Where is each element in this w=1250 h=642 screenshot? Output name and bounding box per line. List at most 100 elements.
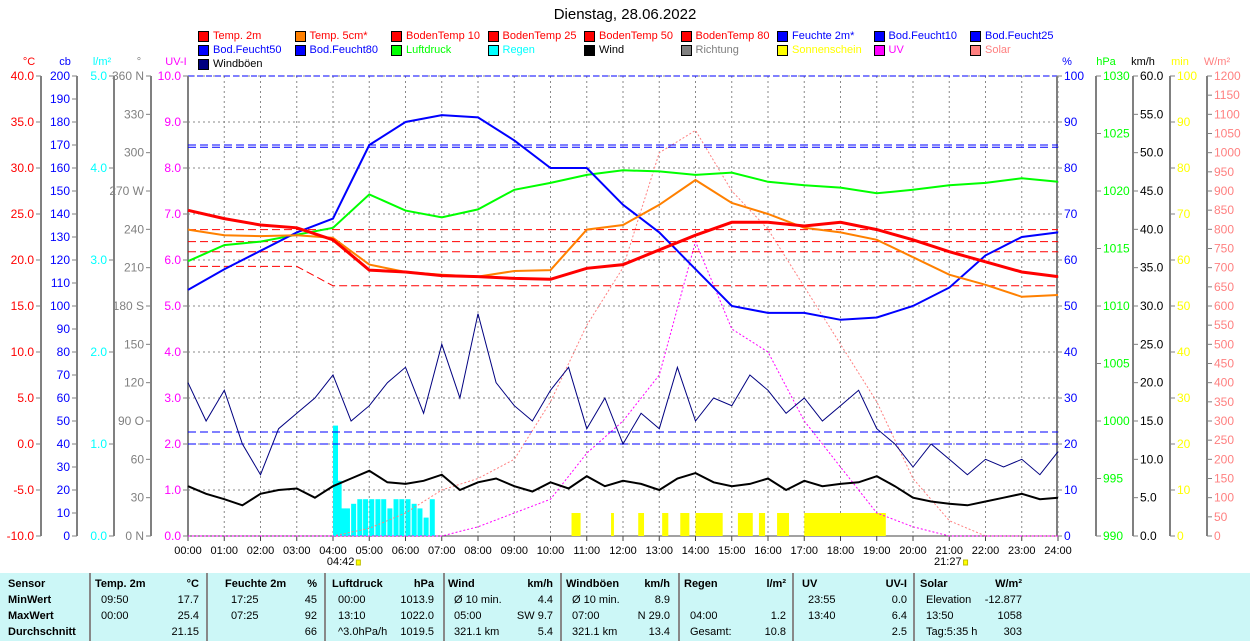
rain-bar [381,499,387,536]
stats-row: 321.1 km 5.4 [448,626,553,642]
stats-row: 17:25 45 [225,594,317,610]
column-divider [324,573,326,641]
axis-tick-label: 40.0 [1140,222,1164,236]
legend-label: BodenTemp 25 [502,30,577,42]
stats-value: 6.4 [891,610,907,622]
x-tick-label: 22:00 [972,545,1000,557]
stats-label: 13:40 [808,610,836,622]
x-tick-label: 21:00 [935,545,963,557]
axis-tick-label: 995 [1103,472,1123,486]
stats-value: SW 9.7 [516,610,553,622]
stats-value: -12.877 [984,594,1022,606]
stats-label: Ø 10 min. [572,594,620,606]
axis-tick-label: 500 [1214,337,1234,351]
sunrise-label: 04:42 [327,556,355,568]
column-unit: km/h [527,578,553,590]
column-divider [678,573,680,641]
legend-label: UV [888,44,904,56]
stats-column: Solar W/m² Elevation -12.877 13:50 1058 Tag:5:… [920,578,1022,642]
legend-label: Solar [985,44,1011,56]
axis-tick-label: 140 [50,207,70,221]
legend-label: Bod.Feucht25 [985,30,1054,42]
legend-label: Bod.Feucht80 [309,44,379,56]
axis-tick-label: 25.0 [11,207,35,221]
axis-tick-label: 50 [57,414,71,428]
axis-tick-label: 250 [1214,433,1234,447]
axis-tick-label: 750 [1214,242,1234,256]
legend-item: Feuchte 2m* [777,30,854,42]
axis-unit-dir: ° [137,56,141,68]
series-temp-5cm- [187,178,1059,298]
column-divider [913,573,915,641]
legend-swatch [680,30,692,42]
legend-label: BodenTemp 10 [406,30,480,42]
stats-row: ^3.0hPa/h 1019.5 [332,626,434,642]
axis-tick-label: 0 [1064,529,1071,543]
stats-row: Tag:5:35 h 303 [920,626,1022,642]
stats-label: 00:00 [338,594,366,606]
axis-tick-label: 10 [1177,483,1191,497]
legend-swatch [873,30,885,42]
column-unit: hPa [413,578,434,590]
legend-label: Feuchte 2m* [792,30,855,42]
stats-row: 13:40 6.4 [802,610,907,626]
rain-bar [357,499,363,536]
legend-label: Windböen [213,58,263,70]
axis-unit-temp: °C [23,56,35,68]
axis-tick-label: 170 [50,138,70,152]
axis-tick-label: 15.0 [11,299,35,313]
axis-tick-label: 10.0 [11,345,35,359]
column-title: Feuchte 2m [225,578,287,590]
legend-swatch [584,44,595,56]
stats-label: 321.1 km [572,626,618,638]
legend-label: Wind [599,44,625,56]
axis-unit-solar: W/m² [1204,56,1231,68]
legend-swatch [294,30,306,42]
x-tick-label: 10:00 [537,545,565,557]
axis-tick-label: 5.0 [90,69,107,83]
stats-value: 2.5 [891,626,907,638]
stats-header: Temp. 2m °C [95,578,199,594]
axis-tick-label: 990 [1103,529,1123,543]
axis-tick-label: 40 [1177,345,1191,359]
sunshine-bar [680,513,690,536]
stats-value: 17.7 [177,594,199,606]
series-uv [188,240,1058,537]
axis-tick-label: 110 [51,276,70,290]
legend-swatch [970,30,981,42]
x-tick-label: 23:00 [1008,545,1036,557]
stats-value: 1019.5 [400,626,434,638]
stats-label: 07:25 [231,610,259,622]
legend-swatch [391,30,402,42]
stats-value: 13.4 [648,626,670,638]
legend-item: BodenTemp 10 [391,30,480,42]
axis-tick-label: 1005 [1103,357,1130,371]
series-feuchte-2m- [187,114,1059,321]
axis-tick-label: 90 [57,322,71,336]
axis-tick-label: 0 N [125,529,144,543]
stats-label: Gesamt: [690,626,732,638]
legend-label: Bod.Feucht10 [888,30,958,42]
x-tick-label: 15:00 [718,545,746,557]
axis-tick-label: 650 [1214,280,1234,294]
rain-bar [340,508,346,536]
stats-value: 21.15 [171,626,199,638]
axis-tick-label: 30 [1177,391,1191,405]
row-label: MinWert [8,594,52,606]
axis-tick-label: 35.0 [11,115,35,129]
x-tick-label: 20:00 [899,545,927,557]
stats-row: 23:55 0.0 [802,594,907,610]
series-luftdruck [187,169,1059,263]
column-unit: % [307,578,317,590]
axis-tick-label: 300 [124,146,144,160]
axis-tick-label: 160 [50,161,70,175]
axis-tick-label: 30.0 [1140,299,1164,313]
column-divider [560,573,562,641]
axis-tick-label: 350 [1214,395,1234,409]
axis-tick-label: 1.0 [164,483,181,497]
stats-value: 1058 [997,610,1022,622]
rain-bar [399,499,405,536]
legend-swatch [198,30,209,42]
x-tick-label: 11:00 [573,545,600,557]
axis-tick-label: 30 [1064,391,1078,405]
